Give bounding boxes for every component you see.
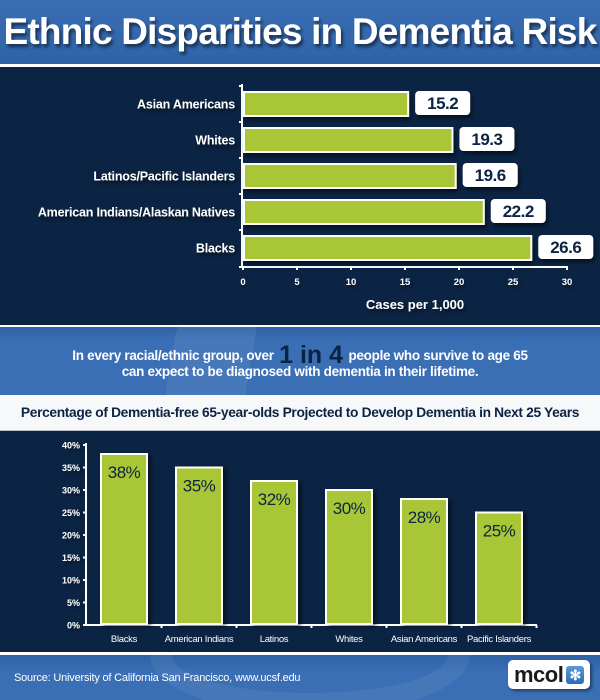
callout-line-1: In every racial/ethnic group, over 1 in … bbox=[0, 341, 600, 370]
category-label: Asian Americans bbox=[391, 634, 458, 645]
value-label: 25% bbox=[483, 522, 516, 541]
y-tick-label: 40% bbox=[62, 441, 80, 451]
category-label: American Indians bbox=[165, 634, 234, 645]
y-tick-label: 0% bbox=[67, 621, 80, 631]
category-label: Latinos bbox=[260, 634, 289, 645]
asterisk-icon: ✻ bbox=[566, 665, 585, 684]
footer: Source: University of California San Fra… bbox=[0, 655, 600, 700]
y-tick-label: 35% bbox=[62, 463, 80, 473]
percentage-chart: 0% 5% 10% 15% 20% 25% 30% 35% 40% 38% Blacks 35% Ame… bbox=[62, 441, 538, 645]
title-band: Ethnic Disparities in Dementia Risk bbox=[0, 0, 600, 64]
bar bbox=[243, 91, 410, 117]
bar bbox=[250, 480, 298, 625]
category-label: Whites bbox=[195, 134, 235, 148]
cases-per-1000-chart: Asian Americans 15.2 Whites 19.3 Latinos/Pac… bbox=[38, 84, 594, 312]
value-label: 19.3 bbox=[471, 130, 502, 149]
callout-text: people who survive to age 65 bbox=[348, 348, 528, 363]
bar bbox=[475, 511, 523, 625]
x-tick-label: 5 bbox=[294, 277, 300, 288]
divider bbox=[0, 325, 600, 328]
value-label-box bbox=[415, 91, 471, 115]
value-label: 38% bbox=[108, 463, 141, 482]
value-label-box bbox=[490, 199, 546, 223]
value-label-box bbox=[538, 235, 594, 259]
logo-text: mcol bbox=[514, 661, 564, 687]
category-label: Blacks bbox=[196, 242, 235, 256]
y-tick-label: 10% bbox=[62, 576, 80, 586]
value-label: 22.2 bbox=[503, 202, 534, 221]
y-tick-label: 5% bbox=[67, 598, 80, 608]
bar bbox=[243, 199, 485, 225]
callout-band: In every racial/ethnic group, over 1 in … bbox=[0, 327, 600, 395]
x-tick-label: 15 bbox=[400, 277, 411, 288]
bar bbox=[243, 163, 457, 189]
divider bbox=[0, 64, 600, 67]
x-tick-label: 0 bbox=[240, 277, 245, 288]
mcol-logo: mcol ✻ bbox=[508, 660, 590, 689]
y-tick-label: 15% bbox=[62, 553, 80, 563]
y-tick-label: 25% bbox=[62, 508, 80, 518]
category-label: Asian Americans bbox=[137, 98, 235, 112]
bar bbox=[243, 127, 454, 153]
value-label: 30% bbox=[333, 499, 366, 518]
y-tick-label: 20% bbox=[62, 531, 80, 541]
value-label: 28% bbox=[408, 508, 441, 527]
value-label: 35% bbox=[183, 477, 216, 496]
x-axis-title: Cases per 1,000 bbox=[366, 297, 464, 312]
x-tick-label: 25 bbox=[508, 277, 519, 288]
bar bbox=[243, 235, 533, 261]
category-label: American Indians/Alaskan Natives bbox=[38, 206, 235, 220]
callout-highlight: 1 in 4 bbox=[279, 341, 344, 369]
divider bbox=[0, 652, 600, 655]
bar bbox=[400, 498, 448, 625]
value-label-box bbox=[459, 127, 515, 151]
value-label: 32% bbox=[258, 490, 291, 509]
value-label: 19.6 bbox=[475, 166, 506, 185]
bar bbox=[100, 453, 148, 625]
source-citation: Source: University of California San Fra… bbox=[14, 672, 301, 684]
y-tick-label: 30% bbox=[62, 486, 80, 496]
x-tick-label: 10 bbox=[346, 277, 357, 288]
value-label: 15.2 bbox=[427, 94, 458, 113]
callout-text: In every racial/ethnic group, over bbox=[72, 348, 274, 363]
page-title: Ethnic Disparities in Dementia Risk bbox=[3, 11, 598, 52]
bar bbox=[325, 489, 373, 625]
category-label: Whites bbox=[335, 634, 363, 645]
category-label: Latinos/Pacific Islanders bbox=[93, 170, 235, 184]
bar bbox=[175, 466, 223, 625]
percentage-chart-panel: 0% 5% 10% 15% 20% 25% 30% 35% 40% 38% Blacks 35% Ame… bbox=[0, 432, 600, 652]
subtitle-band: Percentage of Dementia-free 65-year-olds… bbox=[0, 395, 600, 431]
cases-chart-panel: Asian Americans 15.2 Whites 19.3 Latinos/Pac… bbox=[0, 67, 600, 325]
value-label: 26.6 bbox=[550, 238, 581, 257]
category-label: Blacks bbox=[111, 634, 138, 645]
category-label: Pacific Islanders bbox=[467, 634, 532, 645]
x-tick-label: 30 bbox=[562, 277, 573, 288]
value-label-box bbox=[462, 163, 518, 187]
x-tick-label: 20 bbox=[454, 277, 465, 288]
chart-title: Percentage of Dementia-free 65-year-olds… bbox=[20, 405, 580, 420]
callout-line-2: can expect to be diagnosed with dementia… bbox=[121, 364, 479, 379]
